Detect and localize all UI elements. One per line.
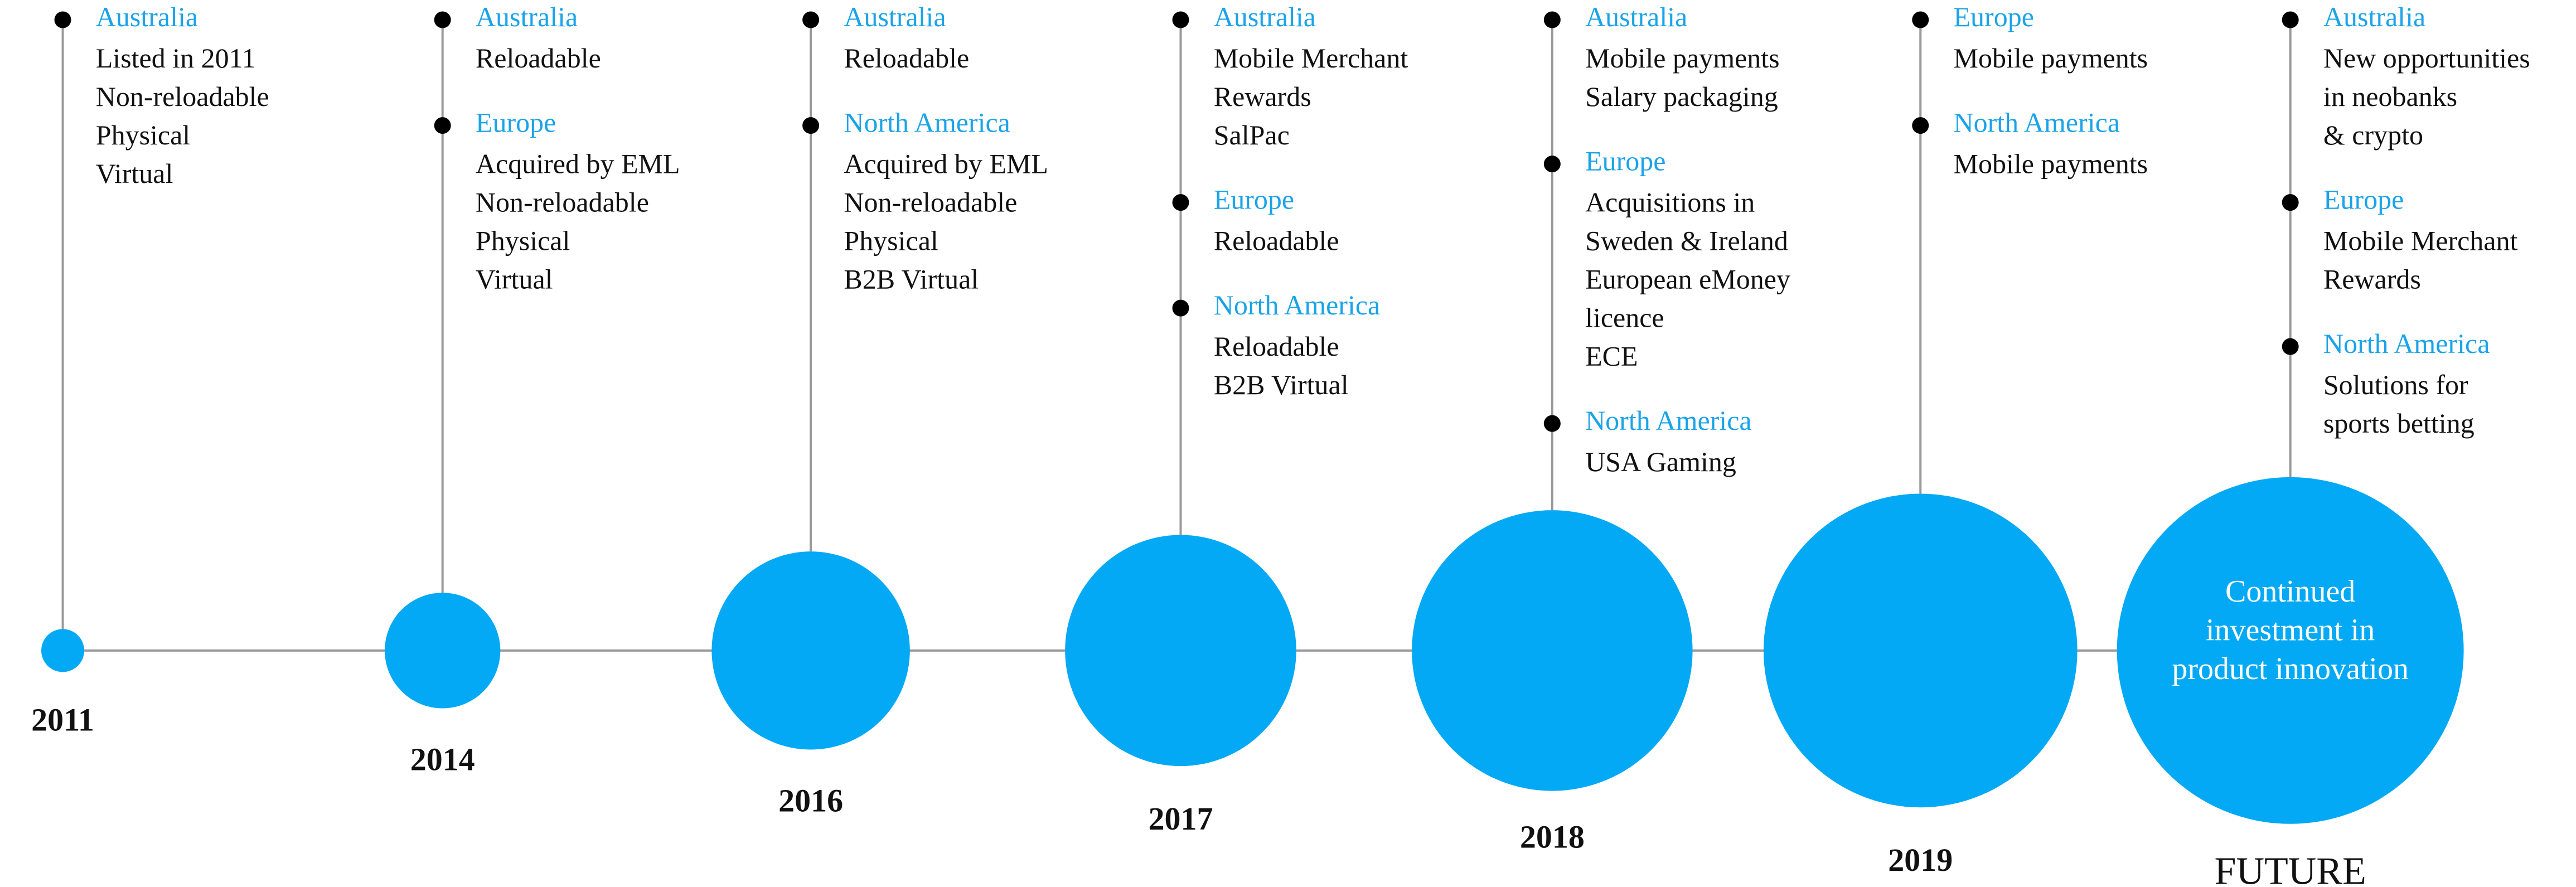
year-label: 2017 (1149, 801, 1213, 837)
region-name: Europe (1585, 146, 1665, 177)
bullet (434, 11, 451, 28)
region-name: Europe (1214, 184, 1294, 215)
year-label: 2016 (778, 783, 843, 819)
item: Physical (476, 225, 570, 256)
region-name: Australia (1214, 1, 1316, 32)
future-label: FUTURE (2215, 850, 2366, 887)
bullet (1912, 117, 1929, 134)
item: Reloadable (844, 42, 969, 74)
item: licence (1585, 302, 1664, 333)
item: Reloadable (1214, 331, 1339, 362)
region-name: Australia (1585, 1, 1687, 32)
bullet (1172, 194, 1189, 211)
item: SalPac (1214, 119, 1290, 151)
bullet (1543, 156, 1561, 173)
item: Solutions for (2323, 369, 2468, 400)
year-circle (1763, 493, 2078, 808)
region-name: Europe (2323, 184, 2404, 215)
year-label: 2018 (1520, 819, 1585, 855)
circle-text: investment in (2206, 613, 2375, 648)
year-circle (385, 593, 501, 709)
item: Rewards (1214, 81, 1311, 112)
region-name: North America (1214, 289, 1381, 321)
item: Non-reloadable (476, 187, 649, 218)
item: Mobile payments (1585, 42, 1780, 74)
circle-text: product innovation (2172, 652, 2409, 686)
item: B2B Virtual (844, 264, 979, 295)
item: B2B Virtual (1214, 369, 1349, 400)
region-name: Australia (96, 1, 198, 32)
item: Virtual (96, 158, 173, 189)
region-name: Europe (476, 107, 556, 138)
year-label: 2014 (410, 741, 475, 778)
item: Non-reloadable (96, 81, 269, 112)
year-circle (41, 629, 85, 672)
item: Mobile Merchant (1214, 42, 1408, 74)
item: Reloadable (476, 42, 601, 74)
bullet (2282, 338, 2299, 355)
item: & crypto (2323, 119, 2423, 151)
region-name: Australia (2323, 1, 2425, 32)
year-circle (1065, 535, 1296, 767)
item: Mobile payments (1954, 148, 2148, 180)
item: Rewards (2323, 264, 2421, 295)
bullet (1172, 299, 1189, 317)
year-circle (1412, 510, 1693, 791)
item: ECE (1585, 341, 1638, 372)
year-circle (711, 551, 910, 750)
item: Sweden & Ireland (1585, 225, 1788, 256)
region-name: North America (1585, 405, 1752, 436)
item: Non-reloadable (844, 187, 1017, 218)
item: Acquired by EML (844, 148, 1048, 180)
item: New opportunities (2323, 42, 2530, 74)
bullet (1543, 11, 1561, 28)
bullet (2282, 11, 2299, 28)
year-circle (2117, 477, 2464, 824)
region-name: Europe (1954, 1, 2034, 32)
item: Acquisitions in (1585, 187, 1755, 218)
item: Mobile payments (1954, 42, 2148, 74)
item: Physical (844, 225, 938, 256)
region-name: North America (844, 107, 1010, 138)
item: Listed in 2011 (96, 42, 256, 74)
year-label: 2019 (1888, 842, 1953, 878)
item: Virtual (476, 264, 553, 295)
bullet (1912, 11, 1929, 28)
item: USA Gaming (1585, 446, 1736, 477)
item: Salary packaging (1585, 81, 1778, 112)
bullet (434, 117, 451, 134)
bullet (1543, 415, 1561, 432)
item: Acquired by EML (476, 148, 680, 180)
circle-text: Continued (2225, 574, 2355, 609)
region-name: Australia (476, 1, 578, 32)
item: European eMoney (1585, 264, 1790, 295)
region-name: Australia (844, 1, 946, 32)
region-name: North America (2323, 328, 2490, 359)
item: Reloadable (1214, 225, 1339, 256)
item: sports betting (2323, 408, 2475, 439)
bullet (802, 11, 820, 28)
year-label: 2011 (31, 701, 94, 738)
item: Mobile Merchant (2323, 225, 2518, 256)
bullet (54, 11, 71, 28)
bullet (2282, 194, 2299, 211)
region-name: North America (1954, 107, 2120, 138)
bullet (802, 117, 820, 134)
item: Physical (96, 119, 190, 151)
bullet (1172, 11, 1189, 28)
item: in neobanks (2323, 81, 2457, 112)
